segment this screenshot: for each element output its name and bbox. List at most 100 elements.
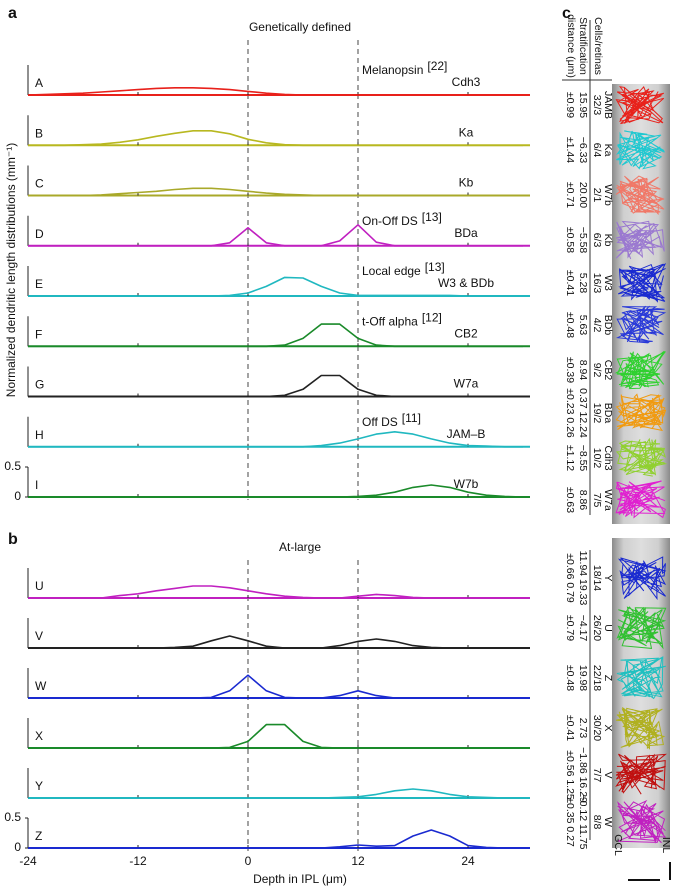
cell-tracing xyxy=(616,799,667,844)
cell-tracing xyxy=(615,220,665,260)
strat-sd: ±0.66 0.79 xyxy=(564,553,576,603)
strat-sd: ±0.48 xyxy=(564,665,576,691)
x-tick-label: 0 xyxy=(245,854,252,868)
density-curve xyxy=(28,187,523,197)
density-curve xyxy=(28,674,523,699)
strat-distance: −1.86 16.29 xyxy=(577,747,589,803)
strat-distance: 8.94 xyxy=(577,360,589,381)
cell-type-label: Ka xyxy=(459,125,474,139)
cell-name: Z xyxy=(602,675,614,682)
row-label: B xyxy=(35,126,43,140)
cell-name: CB2 xyxy=(602,360,614,381)
strat-distance: −0.12 11.75 xyxy=(577,795,589,850)
panel-label: b xyxy=(8,531,18,548)
strat-sd: ±0.56 1.25 xyxy=(564,750,576,800)
cell-name: BDb xyxy=(602,315,614,336)
strat-sd: ±1.44 xyxy=(564,137,576,163)
table-header: Stratification xyxy=(577,17,589,75)
cell-tracing xyxy=(615,707,666,750)
cell-name: U xyxy=(602,624,614,632)
strat-distance: 8.86 xyxy=(577,490,589,511)
strat-sd: ±0.79 xyxy=(564,615,576,641)
cell-count: 10/2 xyxy=(591,448,603,469)
strat-distance: −6.33 xyxy=(577,137,589,164)
strat-sd: ±0.58 xyxy=(564,227,576,253)
strat-sd: ±0.39 xyxy=(564,357,576,383)
panel-title: Genetically defined xyxy=(249,20,351,34)
density-curve xyxy=(28,323,523,348)
cell-tracing xyxy=(615,753,667,795)
row-label: C xyxy=(35,177,44,191)
row-label: I xyxy=(35,478,38,492)
cell-name: Cdh3 xyxy=(602,445,614,470)
annotation: Off DS xyxy=(362,415,398,429)
cell-name: Ka xyxy=(602,144,614,157)
cell-name: BDa xyxy=(602,403,614,424)
cell-name: W xyxy=(602,817,614,827)
strat-sd: ±0.71 xyxy=(564,182,576,208)
cell-tracing xyxy=(617,263,667,303)
cell-name: Y xyxy=(602,574,614,581)
strat-sd: ±0.35 0.27 xyxy=(564,797,576,847)
row-label: F xyxy=(35,327,42,341)
strat-sd: ±0.41 xyxy=(564,715,576,741)
y-tick-label: 0.5 xyxy=(4,459,21,473)
cell-count: 2/1 xyxy=(591,188,603,203)
density-curve xyxy=(28,374,523,398)
strat-distance: 5.28 xyxy=(577,273,589,294)
strat-sd: ±0.48 xyxy=(564,312,576,338)
cell-count: 4/2 xyxy=(591,318,603,333)
strat-sd: ±0.63 xyxy=(564,487,576,513)
cell-tracing xyxy=(615,85,665,125)
cell-name: W3 xyxy=(602,275,614,291)
strat-sd: ±0.99 xyxy=(564,92,576,118)
cell-count: 6/3 xyxy=(591,233,603,248)
cell-name: JAMB xyxy=(602,91,614,119)
density-curve xyxy=(28,484,524,498)
annotation: Melanopsin xyxy=(362,63,423,77)
strat-sd: ±0.23 0.26 xyxy=(564,388,576,438)
density-curve xyxy=(28,788,523,799)
cell-tracing xyxy=(616,305,667,344)
y-axis-label: Normalized dendritic length distribution… xyxy=(4,143,18,397)
y-tick-label: 0.5 xyxy=(4,810,21,824)
cell-type-label: W7a xyxy=(454,377,479,391)
cell-count: 30/20 xyxy=(591,715,603,741)
density-curve xyxy=(28,585,523,599)
annotation: On-Off DS xyxy=(362,214,418,228)
cell-count: 9/2 xyxy=(591,363,603,378)
reference: [11] xyxy=(402,411,421,425)
panel-label: c xyxy=(562,5,571,22)
cell-type-label: CB2 xyxy=(454,326,478,340)
cell-tracing xyxy=(615,480,667,519)
cell-tracing xyxy=(616,606,667,650)
cell-count: 22/18 xyxy=(591,665,603,691)
cell-count: 6/4 xyxy=(591,143,603,158)
panel-title: At-large xyxy=(279,540,321,554)
density-curve xyxy=(28,431,523,448)
reference: [13] xyxy=(425,260,445,274)
strat-distance: −4.17 xyxy=(577,615,589,642)
density-curve xyxy=(27,87,523,96)
cell-count: 8/8 xyxy=(591,815,603,830)
cell-tracing xyxy=(615,175,665,216)
row-label: D xyxy=(35,227,44,241)
x-axis-label: Depth in IPL (μm) xyxy=(253,872,347,886)
y-tick-label: 0 xyxy=(14,489,21,503)
x-tick-label: -24 xyxy=(19,854,37,868)
row-label: E xyxy=(35,277,43,291)
cell-count: 18/14 xyxy=(591,565,603,591)
row-label: X xyxy=(35,729,43,743)
x-tick-label: 24 xyxy=(461,854,475,868)
layer-label: INL xyxy=(660,837,672,854)
cell-count: 26/20 xyxy=(591,615,603,641)
cell-name: X xyxy=(602,724,614,731)
density-curve xyxy=(28,224,523,247)
strat-distance: 0.37 12.24 xyxy=(577,388,589,438)
reference: [22] xyxy=(427,59,447,73)
row-label: V xyxy=(35,629,43,643)
cell-count: 16/3 xyxy=(591,273,603,294)
row-label: W xyxy=(35,679,47,693)
strat-distance: −8.55 xyxy=(577,445,589,472)
cell-name: W7a xyxy=(602,489,614,511)
